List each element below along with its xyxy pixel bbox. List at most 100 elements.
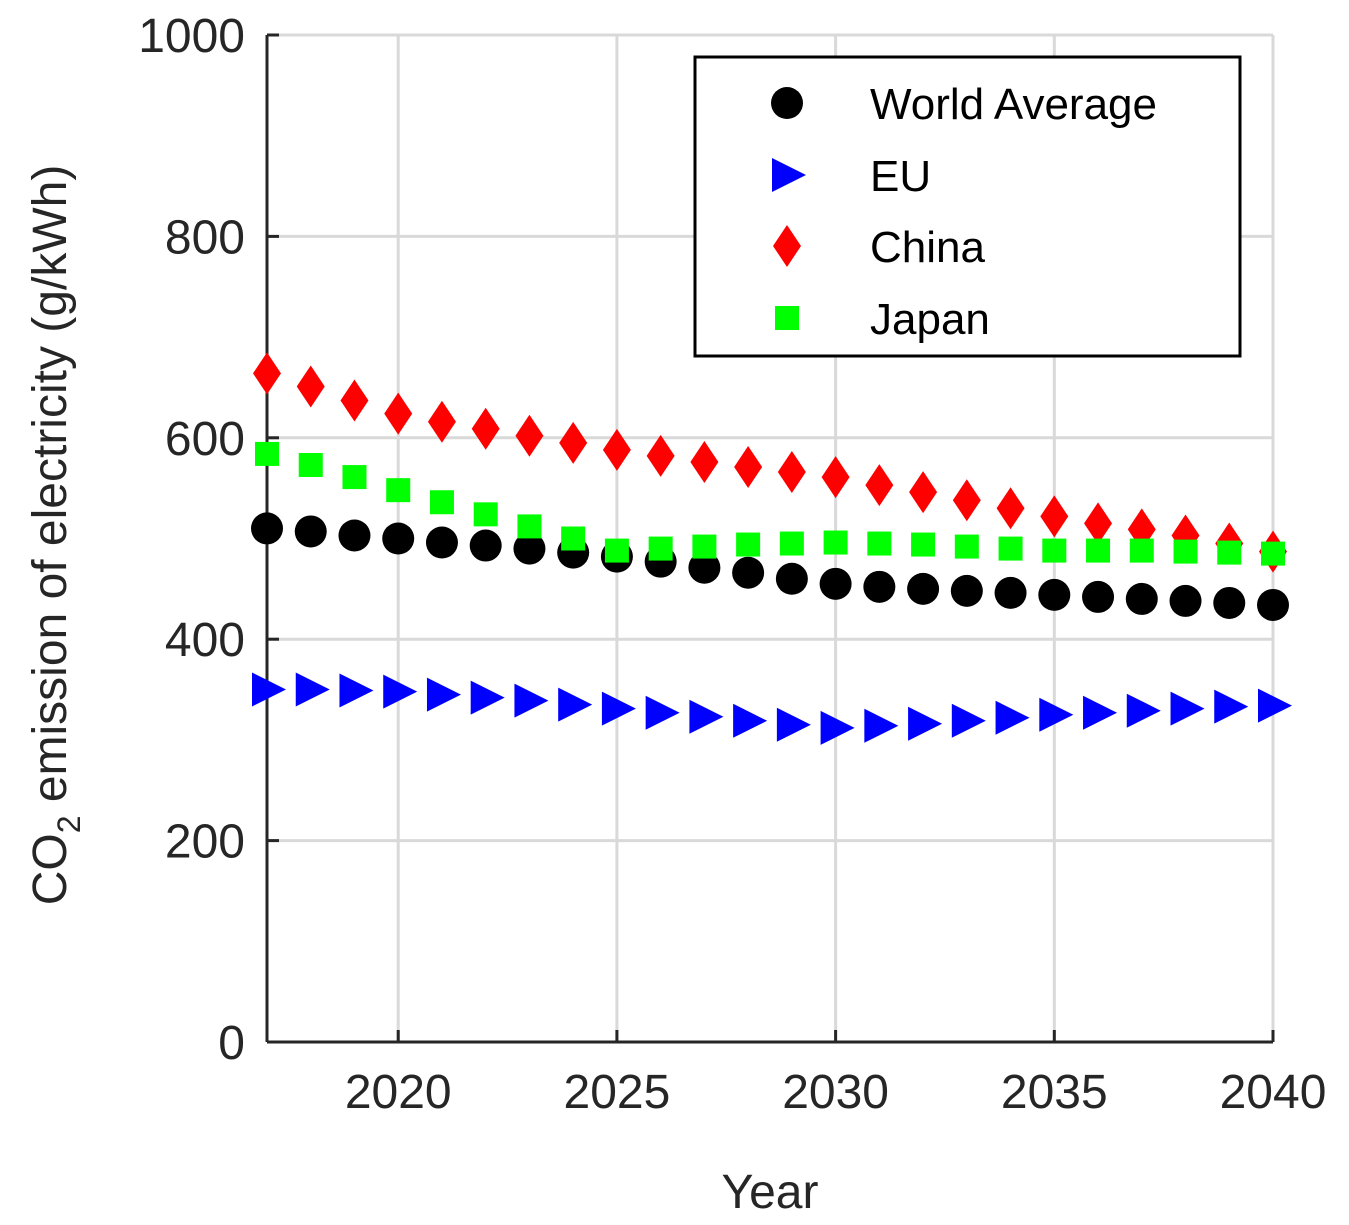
data-point-japan-2022 xyxy=(473,502,498,527)
data-point-japan-2040 xyxy=(1261,541,1285,566)
data-point-japan-2031 xyxy=(867,531,892,556)
x-tick-label-2030: 2030 xyxy=(782,1066,889,1119)
data-markers xyxy=(251,352,1292,745)
y-tick-label-200: 200 xyxy=(165,816,245,869)
data-point-japan-2024 xyxy=(561,526,586,551)
data-point-japan-2027 xyxy=(692,534,717,559)
data-point-world-average-2038 xyxy=(1169,584,1202,617)
y-axis-label-subscript: 2 xyxy=(51,816,87,834)
series-japan xyxy=(255,441,1285,566)
data-point-world-average-2029 xyxy=(775,562,808,595)
data-point-eu-2018 xyxy=(295,672,330,707)
legend-label-china: China xyxy=(870,223,985,272)
x-tick-label-2025: 2025 xyxy=(564,1066,671,1119)
data-point-japan-2038 xyxy=(1173,539,1198,564)
data-point-world-average-2017 xyxy=(251,512,283,545)
data-point-china-2023 xyxy=(515,414,544,457)
data-point-world-average-2035 xyxy=(1038,578,1071,611)
data-point-japan-2026 xyxy=(648,536,673,561)
data-point-china-2033 xyxy=(952,479,981,522)
y-tick-label-800: 800 xyxy=(165,211,245,264)
data-point-world-average-2028 xyxy=(732,556,765,589)
data-point-japan-2032 xyxy=(911,532,936,557)
data-point-japan-2039 xyxy=(1217,540,1242,565)
data-point-eu-2020 xyxy=(383,674,418,709)
data-point-eu-2019 xyxy=(339,673,374,708)
y-axis-label-prefix: CO xyxy=(24,833,77,905)
legend-label-eu: EU xyxy=(870,152,931,201)
data-point-japan-2034 xyxy=(998,536,1023,561)
legend-label-japan: Japan xyxy=(870,295,990,344)
y-tick-label-400: 400 xyxy=(165,614,245,667)
x-tick-label-2035: 2035 xyxy=(1001,1066,1108,1119)
data-point-eu-2039 xyxy=(1214,689,1249,724)
data-point-japan-2037 xyxy=(1129,538,1154,563)
series-world-average xyxy=(251,512,1289,621)
y-tick-label-1000: 1000 xyxy=(138,10,245,63)
data-point-eu-2035 xyxy=(1039,697,1074,732)
data-point-world-average-2039 xyxy=(1213,586,1246,619)
data-point-china-2022 xyxy=(471,407,500,450)
data-point-eu-2032 xyxy=(908,706,943,741)
data-point-world-average-2019 xyxy=(338,519,371,552)
data-point-japan-2025 xyxy=(604,538,629,563)
data-point-eu-2025 xyxy=(601,691,636,726)
data-point-eu-2026 xyxy=(645,695,680,730)
data-point-world-average-2031 xyxy=(863,570,896,603)
data-point-eu-2023 xyxy=(514,683,549,718)
data-point-china-2031 xyxy=(865,464,894,507)
data-point-japan-2029 xyxy=(779,531,804,556)
data-point-eu-2034 xyxy=(995,700,1030,735)
legend: World Average EU China Japan xyxy=(693,55,1242,358)
legend-marker-world-average xyxy=(771,87,803,119)
data-point-china-2017 xyxy=(253,352,281,395)
legend-marker-japan xyxy=(775,306,799,330)
legend-marker-china xyxy=(773,225,801,267)
data-point-eu-2037 xyxy=(1126,693,1161,728)
data-point-china-2029 xyxy=(777,451,806,494)
data-point-china-2027 xyxy=(690,440,719,483)
data-point-eu-2036 xyxy=(1083,695,1118,730)
data-point-world-average-2032 xyxy=(907,572,940,605)
data-point-eu-2029 xyxy=(776,707,811,742)
data-point-japan-2033 xyxy=(954,534,979,559)
data-point-china-2026 xyxy=(646,434,675,477)
data-point-world-average-2030 xyxy=(819,567,852,600)
legend-label-world-average: World Average xyxy=(870,80,1157,129)
data-point-japan-2020 xyxy=(386,478,411,503)
data-point-china-2032 xyxy=(909,471,938,514)
data-point-eu-2040 xyxy=(1258,688,1292,723)
data-point-china-2036 xyxy=(1084,502,1113,545)
series-china xyxy=(253,352,1287,573)
data-point-china-2025 xyxy=(602,428,631,471)
data-point-eu-2028 xyxy=(733,703,768,738)
data-point-eu-2024 xyxy=(558,687,593,722)
data-point-world-average-2034 xyxy=(994,576,1027,609)
legend-marker-eu xyxy=(772,158,806,192)
data-point-japan-2021 xyxy=(429,490,454,515)
x-axis-label: Year xyxy=(722,1166,819,1219)
data-point-japan-2028 xyxy=(736,532,761,557)
data-point-japan-2035 xyxy=(1042,538,1067,563)
data-point-eu-2017 xyxy=(252,672,286,707)
data-point-china-2024 xyxy=(559,421,588,464)
data-point-world-average-2023 xyxy=(513,532,546,565)
tick-labels: 2020 2025 2030 2035 2040 0 200 400 600 800 1000 xyxy=(138,10,1326,1119)
data-point-japan-2023 xyxy=(517,514,542,539)
y-axis-label-suffix: emission of electricity (g/kWh) xyxy=(24,165,77,816)
data-point-china-2018 xyxy=(296,365,325,408)
data-point-china-2030 xyxy=(821,456,850,499)
data-point-world-average-2018 xyxy=(294,515,327,548)
data-point-world-average-2040 xyxy=(1257,588,1289,621)
data-point-world-average-2036 xyxy=(1082,580,1115,613)
data-point-china-2034 xyxy=(996,487,1025,530)
y-axis-label: CO2 emission of electricity (g/kWh) xyxy=(24,165,87,906)
data-point-japan-2030 xyxy=(823,530,848,555)
data-point-world-average-2037 xyxy=(1125,582,1158,615)
data-point-eu-2031 xyxy=(864,708,899,743)
y-tick-label-600: 600 xyxy=(165,413,245,466)
y-tick-label-0: 0 xyxy=(218,1017,245,1070)
x-tick-label-2020: 2020 xyxy=(345,1066,452,1119)
data-point-china-2019 xyxy=(340,379,369,422)
